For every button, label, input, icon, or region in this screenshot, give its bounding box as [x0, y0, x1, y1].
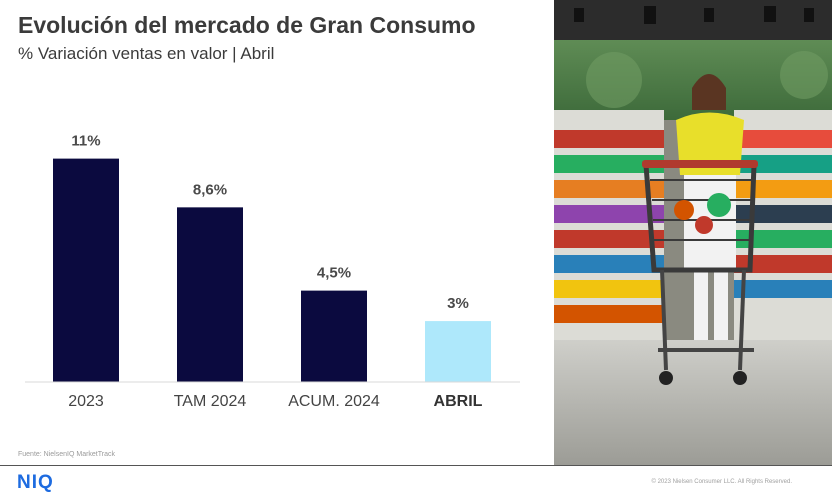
supermarket-shopper-photo — [554, 0, 832, 465]
chart-subtitle: % Variación ventas en valor | Abril — [18, 44, 275, 63]
niq-logo: NIQ — [17, 472, 54, 493]
source-note: Fuente: NielsenIQ MarketTrack — [18, 451, 115, 458]
chart-title: Evolución del mercado de Gran Consumo — [18, 12, 476, 38]
bar-3 — [425, 321, 491, 382]
bar-2 — [301, 290, 367, 382]
value-label-3: 3% — [447, 295, 469, 312]
bar-0 — [53, 158, 119, 382]
value-label-2: 4,5% — [317, 265, 351, 282]
footer-divider — [0, 465, 832, 466]
photo-illustration — [554, 0, 832, 465]
value-label-1: 8,6% — [193, 181, 227, 198]
category-label-3: ABRIL — [434, 393, 483, 410]
bar-1 — [177, 207, 243, 382]
category-label-2: ACUM. 2024 — [288, 393, 380, 410]
category-label-1: TAM 2024 — [174, 393, 247, 410]
copyright-note: © 2023 Nielsen Consumer LLC. All Rights … — [651, 479, 793, 485]
value-label-0: 11% — [71, 133, 100, 150]
bar-chart: 11% 2023 8,6% TAM 2024 4,5% ACUM. 2024 3% ABRIL — [25, 133, 520, 410]
category-label-0: 2023 — [68, 393, 104, 410]
